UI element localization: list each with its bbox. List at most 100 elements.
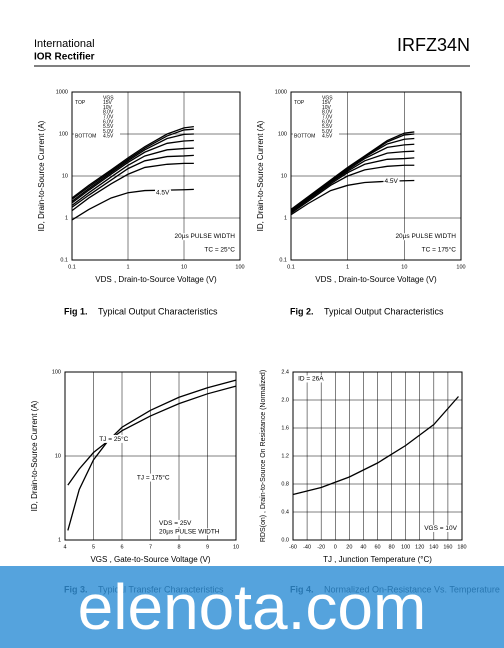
annotation-bg (135, 473, 171, 482)
y-tick-label: 100 (59, 131, 68, 137)
x-tick-label: 180 (457, 544, 466, 550)
y-tick-label: 2.0 (281, 397, 289, 403)
x-tick-label: 8 (177, 544, 180, 550)
legend-bottom: BOTTOM (75, 134, 96, 140)
y-tick-label: 1.2 (281, 453, 289, 459)
legend-entry: 5.0V (322, 129, 333, 135)
y-tick-label: 10 (281, 173, 287, 179)
curve (71, 133, 194, 202)
y-axis-title: RDS(on) , Drain-to-Source On Resistance … (260, 370, 267, 542)
x-axis-title: VGS , Gate-to-Source Voltage (V) (90, 555, 210, 564)
curve (67, 385, 237, 486)
legend-entry: 10V (322, 105, 332, 111)
x-tick-label: 1 (346, 264, 349, 270)
y-tick-label: 1000 (275, 89, 287, 95)
legend-entry: 6.0V (322, 119, 333, 125)
part-number: IRFZ34N (397, 35, 470, 55)
x-tick-label: 100 (456, 264, 465, 270)
y-tick-label: 0.4 (281, 509, 289, 515)
y-tick-label: 100 (52, 369, 61, 375)
x-tick-label: 80 (389, 544, 395, 550)
curve (71, 139, 194, 204)
legend-entry: 8.0V (322, 110, 333, 116)
brand-top: International (34, 38, 95, 50)
annotation-bg (203, 245, 237, 254)
legend-entry: 10V (103, 105, 113, 111)
x-axis-title: VDS , Drain-to-Source Voltage (V) (95, 275, 217, 284)
annotation-bg (394, 233, 458, 241)
legend-entry: 15V (322, 100, 332, 106)
y-tick-label: 1000 (56, 89, 68, 95)
y-tick-label: 0.1 (60, 257, 68, 263)
annotation: 4.5V (385, 178, 399, 185)
x-tick-label: 10 (401, 264, 407, 270)
figure-caption: Typical Output Characteristics (324, 306, 444, 316)
y-axis-title: ID, Drain-to-Source Current (A) (256, 120, 265, 231)
x-tick-label: 40 (360, 544, 366, 550)
legend-bottom: BOTTOM (294, 134, 315, 140)
curve (67, 379, 237, 531)
annotation: TC = 175°C (422, 246, 457, 254)
legend-entry: 8.0V (103, 110, 114, 116)
y-tick-label: 0.0 (281, 537, 289, 543)
x-tick-label: 0.1 (287, 264, 295, 270)
annotation: 20µs PULSE WIDTH (175, 233, 236, 240)
annotation: TJ = 175°C (137, 474, 170, 482)
annotation-bg (297, 375, 326, 383)
curve (71, 128, 194, 200)
annotation: 20µs PULSE WIDTH (159, 528, 220, 535)
x-axis-title: TJ , Junction Temperature (°C) (323, 555, 432, 564)
y-tick-label: 100 (278, 131, 287, 137)
legend-box (293, 95, 339, 141)
annotation-bg (158, 519, 194, 527)
legend-entry: 6.0V (103, 119, 114, 125)
legend-entry: 5.5V (103, 124, 114, 130)
y-tick-label: 0.8 (281, 481, 289, 487)
legend-title: VGS (322, 95, 333, 101)
figure-number: Fig 1. (64, 306, 88, 316)
x-tick-label: 6 (120, 544, 123, 550)
y-tick-label: 10 (62, 173, 68, 179)
curve (71, 154, 194, 208)
annotation-bg (98, 434, 130, 443)
annotation-bg (155, 189, 172, 197)
y-tick-label: 10 (55, 453, 61, 459)
curve (71, 162, 194, 212)
figure-number: Fig 2. (290, 306, 314, 316)
x-tick-label: 10 (233, 544, 239, 550)
x-tick-label: -60 (289, 544, 297, 550)
y-axis-title: ID, Drain-to-Source Current (A) (30, 400, 39, 511)
x-tick-label: 0.1 (68, 264, 76, 270)
x-tick-label: -40 (303, 544, 311, 550)
legend-entry: 5.0V (103, 129, 114, 135)
legend-entry: 5.5V (322, 124, 333, 130)
annotation: VGS = 10V (424, 525, 457, 532)
x-axis-title: VDS , Drain-to-Source Voltage (V) (315, 275, 437, 284)
annotation-bg (173, 233, 237, 241)
legend-entry: 7.0V (103, 115, 114, 121)
x-tick-label: 140 (429, 544, 438, 550)
watermark: elenota.com (78, 571, 427, 643)
curve (71, 147, 194, 206)
legend-entry: 4.5V (322, 134, 333, 140)
x-tick-label: 5 (92, 544, 95, 550)
curve (71, 188, 194, 221)
annotation: VDS = 25V (159, 520, 192, 527)
x-tick-label: 100 (235, 264, 244, 270)
x-tick-label: 7 (149, 544, 152, 550)
curve (71, 125, 194, 199)
annotation: TC = 25°C (204, 246, 235, 254)
legend-title: VGS (103, 95, 114, 101)
annotation: TJ = 25°C (99, 435, 128, 443)
x-tick-label: 1 (126, 264, 129, 270)
annotation-bg (420, 245, 458, 254)
x-tick-label: 10 (181, 264, 187, 270)
legend-top: TOP (294, 100, 305, 106)
annotation: 4.5V (156, 190, 170, 197)
legend-entry: 15V (103, 100, 113, 106)
x-tick-label: 20 (346, 544, 352, 550)
y-tick-label: 1.6 (281, 425, 289, 431)
annotation: ID = 26A (298, 375, 324, 382)
y-tick-label: 2.4 (281, 369, 289, 375)
